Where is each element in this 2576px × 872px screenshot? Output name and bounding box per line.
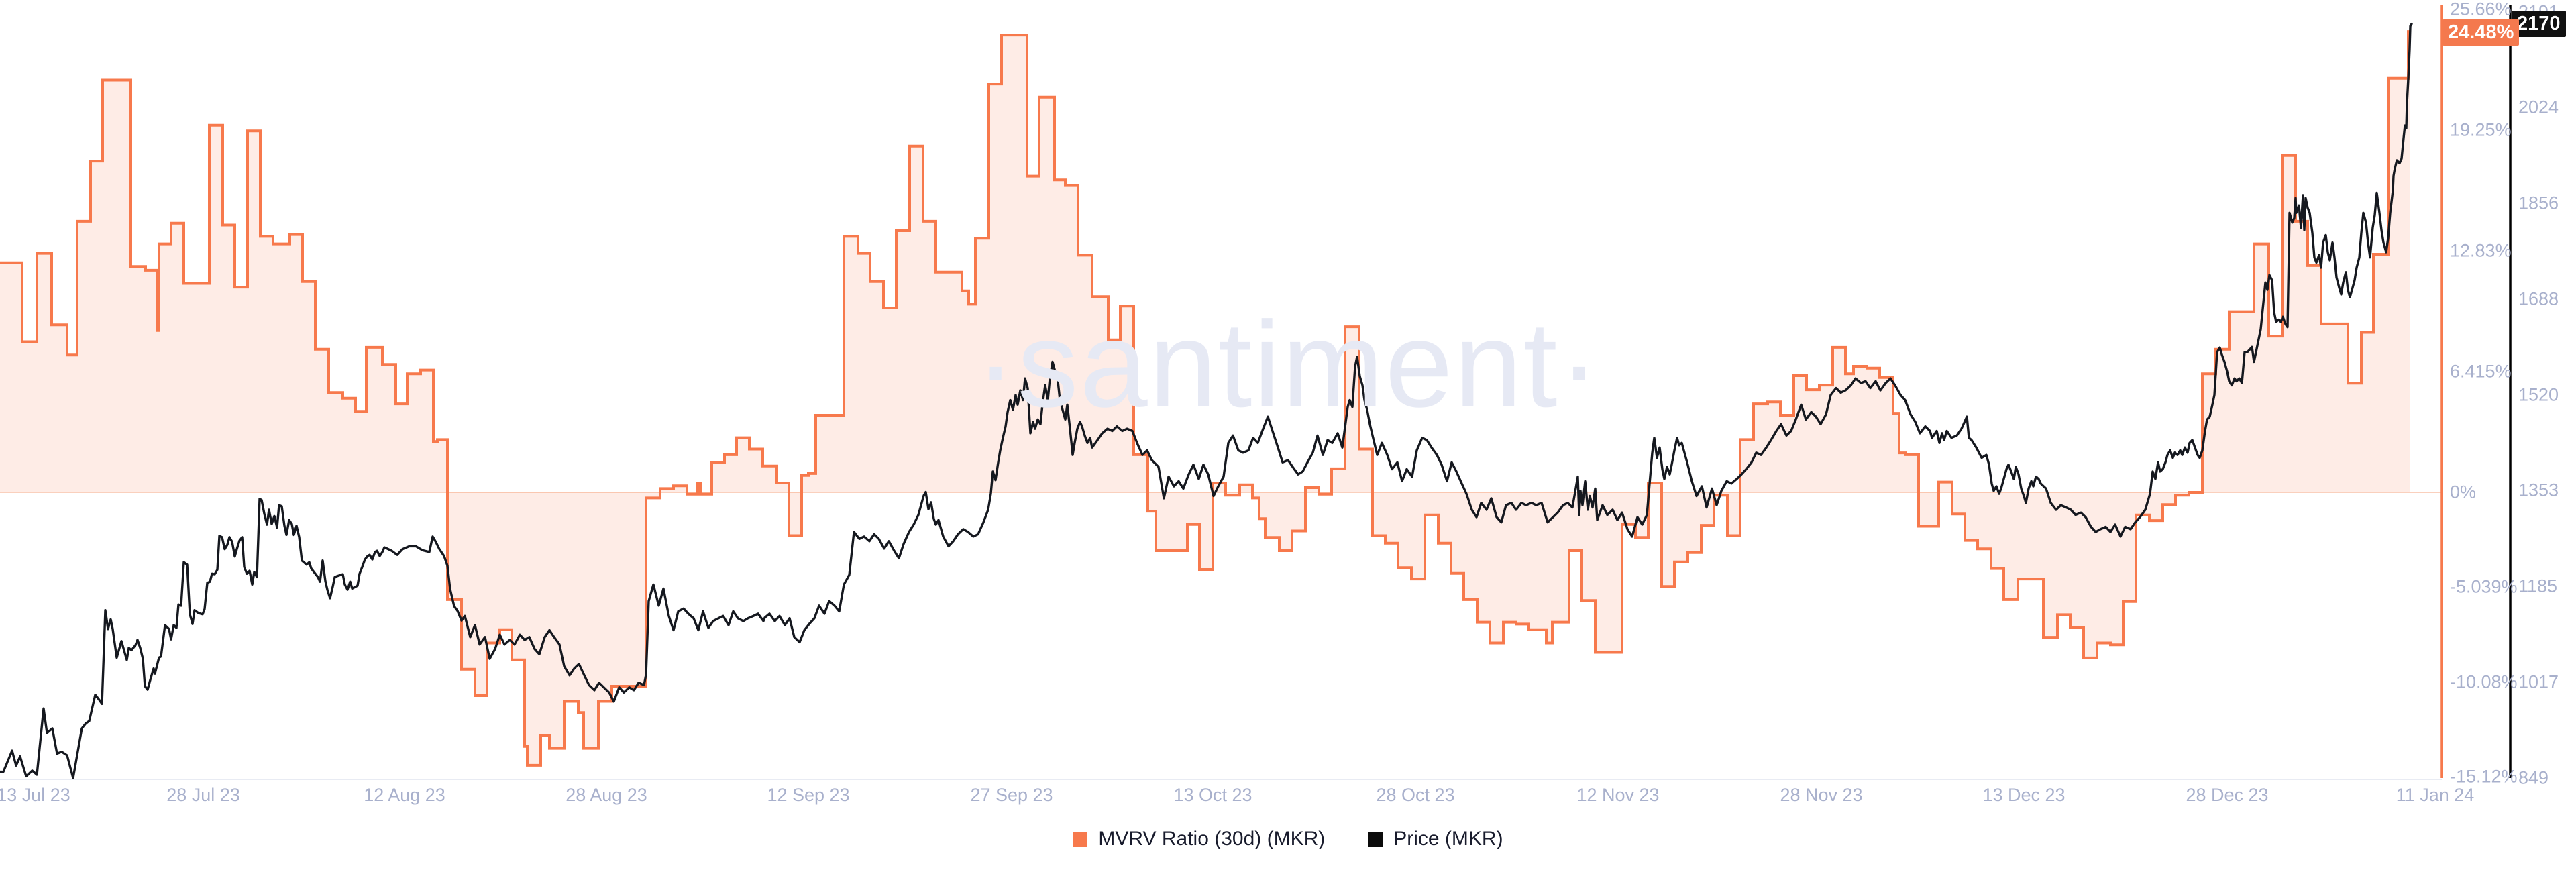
x-tick-label: 28 Oct 23 [1376, 785, 1455, 805]
mvrv-tick-label: -10.08% [2450, 671, 2518, 692]
x-tick-label: 12 Sep 23 [767, 785, 850, 805]
x-tick-label: 13 Dec 23 [1982, 785, 2065, 805]
mvrv-tick-label: 6.415% [2450, 361, 2512, 382]
price-line[interactable] [0, 22, 2413, 779]
mvrv-tick-label: 0% [2450, 482, 2477, 502]
mvrv-tick-label: 12.83% [2450, 240, 2512, 261]
price-tick-label: 849 [2518, 767, 2549, 788]
price-tick-label: 1520 [2518, 384, 2559, 405]
chart-legend: MVRV Ratio (30d) (MKR) Price (MKR) [0, 828, 2576, 851]
price-tick-label: 1185 [2518, 576, 2558, 596]
x-tick-label: 28 Aug 23 [566, 785, 647, 805]
price-current-badge[interactable]: 2170 [2512, 11, 2566, 37]
x-tick-label: 28 Jul 23 [166, 785, 240, 805]
mvrv-tick-label: -15.12% [2450, 766, 2518, 787]
mvrv-current-badge[interactable]: 24.48% [2443, 19, 2520, 46]
x-tick-label: 27 Sep 23 [970, 785, 1053, 805]
legend-item-mvrv[interactable]: MVRV Ratio (30d) (MKR) [1073, 828, 1325, 851]
legend-label-price: Price (MKR) [1393, 828, 1503, 850]
x-tick-label: 13 Oct 23 [1173, 785, 1252, 805]
price-tick-label: 2024 [2518, 97, 2559, 117]
mvrv-step-line[interactable] [0, 30, 2410, 767]
legend-item-price[interactable]: Price (MKR) [1368, 828, 1503, 851]
mvrv-tick-label: -5.039% [2450, 576, 2518, 597]
price-swatch-icon [1368, 832, 1383, 847]
legend-label-mvrv: MVRV Ratio (30d) (MKR) [1098, 828, 1326, 850]
mvrv-tick-label: 25.66% [2450, 0, 2512, 19]
mvrv-swatch-icon [1073, 832, 1088, 847]
x-tick-label: 12 Aug 23 [364, 785, 445, 805]
mvrv-tick-label: 19.25% [2450, 119, 2512, 140]
price-tick-label: 1856 [2518, 193, 2559, 213]
x-tick-label: 11 Jan 24 [2396, 785, 2475, 805]
price-tick-label: 1353 [2518, 480, 2559, 500]
x-tick-label: 28 Nov 23 [1780, 785, 1863, 805]
x-tick-label: 13 Jul 23 [0, 785, 70, 805]
price-tick-label: 1688 [2518, 288, 2559, 309]
x-tick-label: 12 Nov 23 [1576, 785, 1660, 805]
price-tick-label: 1017 [2518, 671, 2559, 692]
x-tick-label: 28 Dec 23 [2186, 785, 2269, 805]
mvrv-area-fill [0, 32, 2410, 765]
